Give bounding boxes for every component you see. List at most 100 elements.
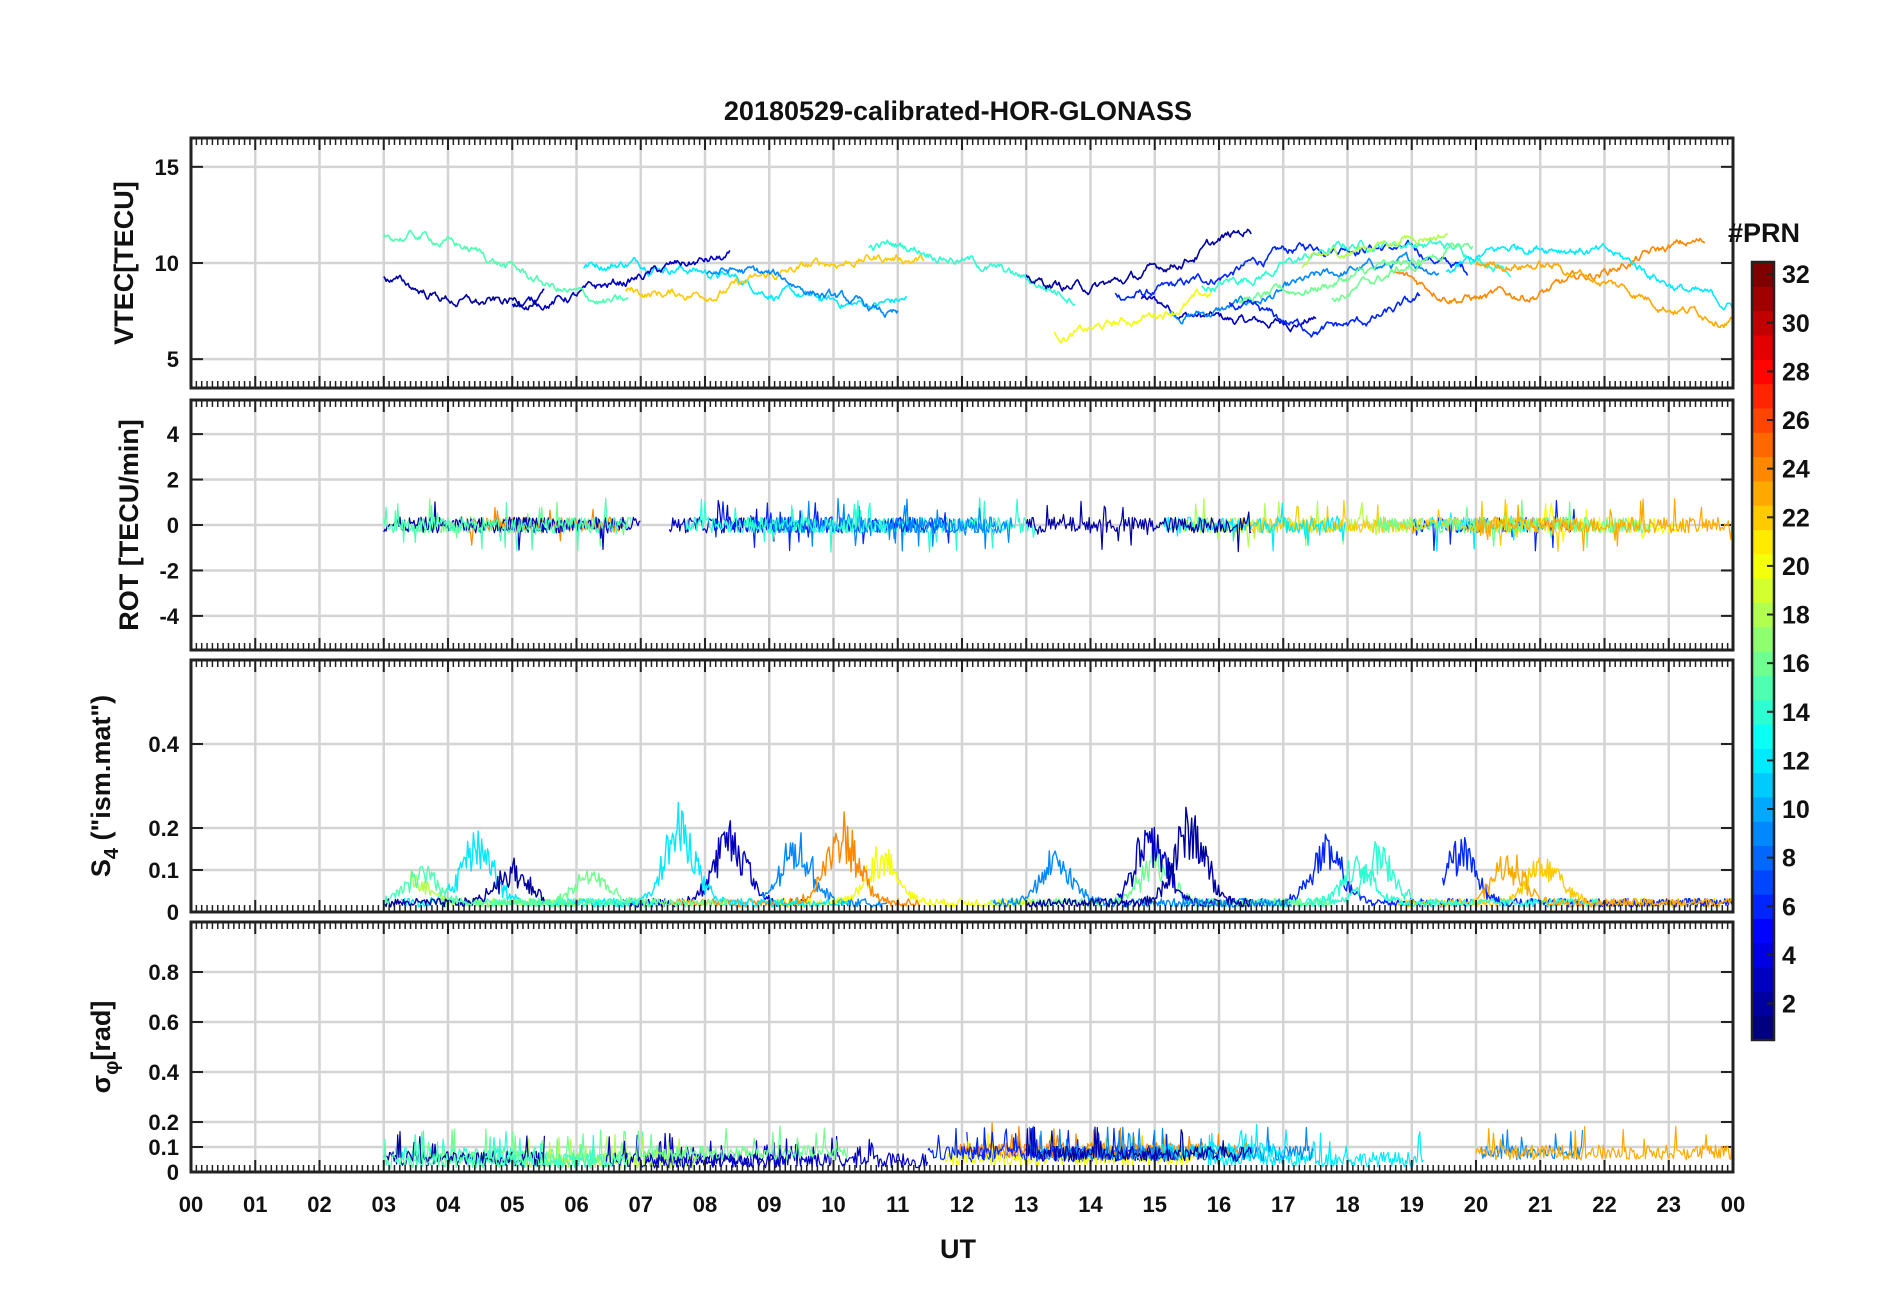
x-tick-label: 00: [1721, 1192, 1745, 1217]
colorbar-tick-label: 2: [1782, 991, 1796, 1019]
colorbar-segment: [1752, 407, 1774, 433]
colorbar-segment: [1752, 772, 1774, 798]
y-axis-label-sub: 4: [101, 847, 123, 859]
colorbar-segment: [1752, 821, 1774, 847]
trace-group: [383, 228, 1733, 344]
y-axis-label-s4: S4 ("ism.mat"): [86, 695, 123, 877]
prn-trace: [1475, 498, 1733, 552]
prn-trace: [1207, 1131, 1424, 1168]
x-tick-label: 07: [629, 1192, 653, 1217]
colorbar-segment: [1752, 359, 1774, 385]
y-tick-label: 0.1: [148, 1135, 179, 1160]
x-tick-label: 21: [1528, 1192, 1552, 1217]
y-tick-label: 0.4: [148, 1060, 179, 1085]
colorbar-tick-label: 28: [1782, 358, 1810, 386]
prn-trace: [383, 1135, 629, 1170]
colorbar-tick-label: 26: [1782, 407, 1810, 435]
panel-sigma: 00.10.2 0.4 0.6 0.8 σφ[rad]: [86, 920, 1735, 1185]
x-tick-label: 17: [1271, 1192, 1295, 1217]
y-axis-label-rest: [rad]: [86, 1001, 116, 1061]
colorbar-tick-label: 24: [1782, 456, 1810, 484]
colorbar-tick-label: 16: [1782, 650, 1810, 678]
colorbar-segment: [1752, 699, 1774, 725]
prn-trace: [671, 811, 921, 908]
colorbar-segment: [1752, 845, 1774, 871]
prn-trace: [635, 1125, 849, 1161]
y-tick-label: 0: [167, 1160, 179, 1185]
prn-trace: [1221, 833, 1473, 908]
x-tick-label: 04: [436, 1192, 461, 1217]
y-tick-label: 0: [167, 513, 179, 538]
colorbar-segment: [1752, 1015, 1774, 1041]
colorbar-segment: [1752, 869, 1774, 895]
colorbar-tick-label: 22: [1782, 504, 1810, 532]
x-tick-label: 13: [1014, 1192, 1038, 1217]
x-tick-label: 19: [1400, 1192, 1424, 1217]
prn-trace: [1376, 499, 1652, 549]
prn-trace: [685, 498, 889, 553]
colorbar-segment: [1752, 456, 1774, 482]
x-tick-label: 11: [886, 1192, 909, 1217]
colorbar-segment: [1752, 383, 1774, 409]
x-tick-label: 09: [757, 1192, 781, 1217]
prn-trace: [1025, 500, 1252, 553]
prn-trace: [988, 846, 1333, 908]
y-tick-label: 15: [155, 155, 179, 180]
prn-trace: [1025, 228, 1252, 296]
x-tick-label: 00: [179, 1192, 203, 1217]
prn-trace: [1305, 855, 1603, 908]
prn-trace: [1445, 242, 1733, 311]
y-axis-label-sigma: σφ[rad]: [86, 1001, 123, 1094]
y-tick-label: 5: [167, 347, 179, 372]
prn-trace: [1331, 242, 1474, 303]
prn-trace: [383, 274, 545, 311]
prn-trace: [605, 1134, 929, 1169]
colorbar-frame: [1750, 260, 1776, 1042]
y-tick-label: 0.8: [148, 960, 179, 985]
x-tick-label: 16: [1207, 1192, 1231, 1217]
x-tick-label: 02: [307, 1192, 331, 1217]
prn-trace: [1391, 237, 1706, 305]
panel-rot: -4 -2 0 2 4 ROT [TECU/min]: [114, 398, 1735, 652]
prn-trace: [747, 497, 1013, 550]
colorbar-segment: [1752, 334, 1774, 360]
prn-trace: [1140, 295, 1317, 333]
colorbar-segment: [1752, 796, 1774, 822]
chart-title: 20180529-calibrated-HOR-GLONASS: [724, 96, 1192, 126]
colorbar-segment: [1752, 723, 1774, 749]
trace-group: [383, 497, 1733, 553]
prn-trace: [394, 1130, 537, 1163]
x-tick-label: 23: [1657, 1192, 1681, 1217]
prn-trace: [383, 865, 629, 908]
prn-trace: [511, 250, 731, 311]
colorbar-segment: [1752, 286, 1774, 312]
prn-trace: [439, 870, 729, 908]
colorbar-tick-label: 18: [1782, 602, 1810, 630]
colorbar-segment: [1752, 529, 1774, 555]
colorbar-segment: [1752, 675, 1774, 701]
y-axis-label-rot: ROT [TECU/min]: [114, 419, 144, 630]
y-axis-label-vtec: VTEC[TECU]: [109, 181, 139, 345]
x-tick-label: 05: [500, 1192, 524, 1217]
y-tick-label: 0.6: [148, 1010, 179, 1035]
colorbar-tick-label: 8: [1782, 845, 1796, 873]
prn-trace: [706, 265, 899, 318]
prn-trace: [383, 501, 545, 534]
colorbar-segment: [1752, 578, 1774, 603]
x-tick-label: 14: [1078, 1192, 1103, 1217]
y-tick-label: 0: [167, 900, 179, 925]
colorbar-segment: [1752, 602, 1774, 628]
x-tick-label: 10: [821, 1192, 845, 1217]
y-tick-label: 0.4: [148, 732, 179, 757]
prn-trace: [1025, 806, 1252, 908]
prn-trace: [868, 239, 1076, 306]
colorbar-tick-label: 6: [1782, 893, 1796, 921]
colorbar-segment: [1752, 748, 1774, 774]
y-tick-label: 0.2: [148, 1110, 179, 1135]
y-tick-label: 10: [155, 251, 179, 276]
colorbar-segment: [1752, 553, 1774, 579]
colorbar-tick-label: 14: [1782, 699, 1810, 727]
colorbar-segment: [1752, 651, 1774, 676]
